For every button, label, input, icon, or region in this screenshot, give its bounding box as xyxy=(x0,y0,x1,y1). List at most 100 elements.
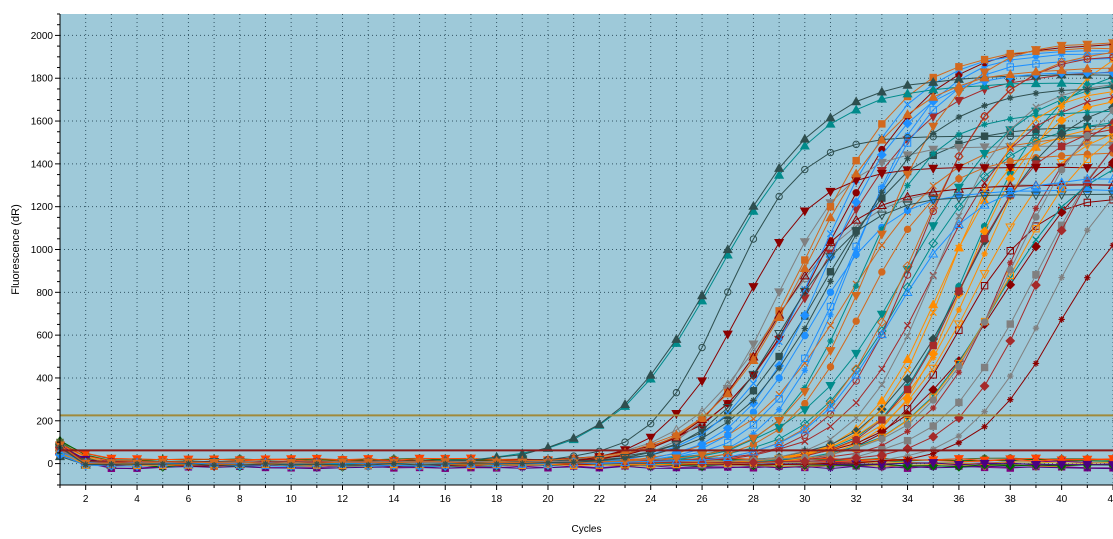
data-point xyxy=(980,234,989,243)
data-point xyxy=(1107,129,1113,139)
data-point xyxy=(852,459,860,467)
data-point xyxy=(1032,122,1040,131)
data-point xyxy=(1056,177,1067,187)
data-point xyxy=(1109,166,1113,174)
data-point xyxy=(825,118,836,128)
data-point xyxy=(645,369,656,379)
data-point xyxy=(928,186,939,196)
data-point xyxy=(1030,66,1042,76)
data-point xyxy=(570,459,577,466)
data-point xyxy=(1084,227,1091,234)
data-point xyxy=(544,459,552,467)
data-point xyxy=(671,441,682,451)
data-point xyxy=(1109,88,1113,96)
data-point xyxy=(774,312,785,321)
data-point xyxy=(826,203,835,211)
data-point xyxy=(1006,320,1014,328)
data-point xyxy=(1083,98,1091,106)
data-point xyxy=(1109,125,1113,134)
data-point xyxy=(801,325,809,332)
data-point xyxy=(775,406,783,413)
data-point xyxy=(1006,247,1014,255)
data-point xyxy=(851,364,862,374)
x-tick-label: 18 xyxy=(491,494,503,505)
series-line xyxy=(59,42,1113,465)
data-point xyxy=(904,456,911,463)
data-point xyxy=(1031,241,1041,252)
data-point xyxy=(825,402,836,412)
data-point xyxy=(1056,77,1067,87)
data-point xyxy=(1082,40,1093,50)
data-point xyxy=(647,419,655,428)
data-point xyxy=(852,282,860,290)
data-point xyxy=(930,450,937,457)
data-point xyxy=(902,109,913,119)
data-point xyxy=(929,207,937,216)
data-point xyxy=(852,430,860,438)
data-point xyxy=(799,238,810,248)
data-point xyxy=(928,145,939,155)
data-point xyxy=(979,191,990,201)
data-point xyxy=(852,231,860,238)
x-tick-label: 36 xyxy=(953,494,965,505)
data-point xyxy=(748,283,759,293)
data-point xyxy=(902,287,913,296)
data-point xyxy=(902,194,913,203)
data-point xyxy=(799,263,810,273)
data-point xyxy=(1032,115,1040,123)
data-point xyxy=(596,457,603,464)
data-point xyxy=(878,416,886,424)
data-point xyxy=(852,140,860,149)
data-point xyxy=(1057,152,1066,160)
data-point xyxy=(1006,143,1014,151)
data-point xyxy=(801,399,809,408)
data-point xyxy=(799,133,810,143)
x-tick-label: 26 xyxy=(697,494,709,505)
data-point xyxy=(724,418,731,426)
data-point xyxy=(775,338,783,346)
data-point xyxy=(876,317,887,328)
data-point xyxy=(955,113,963,121)
data-point xyxy=(645,433,656,443)
data-point xyxy=(981,63,988,70)
data-point xyxy=(697,426,708,436)
data-point xyxy=(672,388,681,397)
data-point xyxy=(930,445,937,453)
data-point xyxy=(981,408,988,415)
data-point xyxy=(594,419,605,428)
data-point xyxy=(799,406,810,416)
data-point xyxy=(671,333,682,343)
data-point xyxy=(903,225,912,234)
data-point xyxy=(774,162,785,172)
series-line xyxy=(59,86,1113,466)
data-point xyxy=(878,268,886,276)
data-point xyxy=(519,460,526,467)
data-point xyxy=(825,236,836,246)
data-point xyxy=(749,415,758,423)
data-point xyxy=(1005,459,1016,469)
data-point xyxy=(1082,164,1093,174)
data-point xyxy=(697,451,708,461)
data-point xyxy=(159,460,166,468)
data-point xyxy=(748,457,759,468)
data-point xyxy=(133,460,141,468)
data-point xyxy=(979,270,990,279)
data-point xyxy=(929,182,937,190)
data-point xyxy=(826,363,835,371)
data-point xyxy=(1032,54,1040,61)
data-point xyxy=(929,422,937,430)
data-point xyxy=(313,460,321,468)
data-point xyxy=(902,118,913,129)
data-point xyxy=(851,96,862,106)
data-point xyxy=(671,455,682,465)
data-point xyxy=(928,222,939,232)
data-point xyxy=(979,459,990,469)
data-point xyxy=(826,268,835,276)
x-tick-label: 40 xyxy=(1056,494,1068,505)
data-point xyxy=(852,250,860,259)
x-tick-label: 38 xyxy=(1005,494,1017,505)
data-point xyxy=(980,187,989,195)
data-point xyxy=(1005,69,1016,79)
data-point xyxy=(1032,213,1040,221)
data-point xyxy=(1032,324,1040,332)
